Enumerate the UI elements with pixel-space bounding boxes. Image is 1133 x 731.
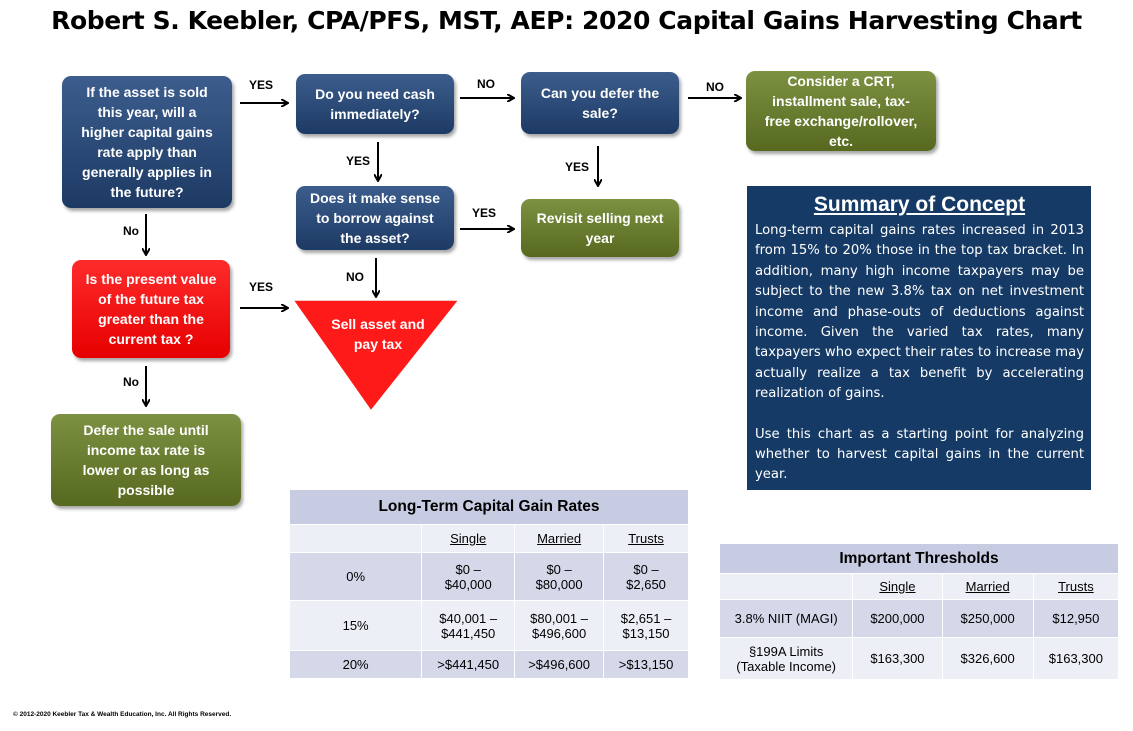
thresholds-header-trusts: Trusts xyxy=(1032,573,1120,600)
label-yes-present-value: YES xyxy=(249,280,274,294)
label-yes-borrow: YES xyxy=(472,206,497,220)
thresholds-cell: $163,300 xyxy=(852,637,943,680)
thresholds-header-blank xyxy=(718,573,854,600)
copyright-footer: © 2012-2020 Keebler Tax & Wealth Educati… xyxy=(13,711,232,718)
revisit-selling: Revisit selling next year xyxy=(521,199,679,257)
thresholds-label: 3.8% NIIT (MAGI) xyxy=(718,599,854,638)
thresholds-header-married: Married xyxy=(941,573,1034,600)
thresholds-cell: $250,000 xyxy=(941,599,1034,638)
thresholds-cell: $326,600 xyxy=(941,637,1034,680)
ltcg-header-blank xyxy=(288,524,423,553)
summary-paragraph-2: Use this chart as a starting point for a… xyxy=(755,426,1084,483)
label-yes-higher-rate: YES xyxy=(249,78,274,92)
label-no-can-defer: NO xyxy=(706,80,724,94)
summary-heading: Summary of Concept xyxy=(813,193,1026,216)
label-no-higher-rate: No xyxy=(123,224,139,238)
ltcg-cell: $2,651 – $13,150 xyxy=(603,600,689,651)
thresholds-cell: $200,000 xyxy=(852,599,943,638)
summary-paragraph-1: Long-term capital gains rates increased … xyxy=(755,223,1084,402)
ltcg-cell: $0 – $40,000 xyxy=(421,552,516,601)
question-higher-rate: If the asset is sold this year, will a h… xyxy=(62,76,232,208)
defer-sale: Defer the sale until income tax rate is … xyxy=(51,414,241,506)
ltcg-cell: >$13,150 xyxy=(603,650,689,679)
thresholds-cell: $12,950 xyxy=(1032,599,1120,638)
question-borrow: Does it make sense to borrow against the… xyxy=(296,186,454,250)
summary-of-concept: Summary of Concept Long-term capital gai… xyxy=(747,186,1091,490)
consider-crt: Consider a CRT, installment sale, tax-fr… xyxy=(746,71,936,151)
ltcg-header-married: Married xyxy=(514,524,605,553)
ltcg-header-trusts: Trusts xyxy=(603,524,689,553)
question-can-defer: Can you defer the sale? xyxy=(521,72,679,134)
label-no-borrow: NO xyxy=(346,270,364,284)
sell-asset-label: Sell asset and pay tax xyxy=(331,316,425,352)
ltcg-table-caption: Long-Term Capital Gain Rates xyxy=(289,489,689,525)
label-no-need-cash: NO xyxy=(477,77,495,91)
label-no-present-value: No xyxy=(123,375,139,389)
ltcg-rate: 20% xyxy=(288,650,423,679)
ltcg-cell: $80,001 – $496,600 xyxy=(514,600,605,651)
ltcg-cell: >$441,450 xyxy=(421,650,516,679)
ltcg-rate: 15% xyxy=(288,600,423,651)
sell-triangle xyxy=(291,299,461,413)
question-need-cash: Do you need cash immediately? xyxy=(296,74,454,134)
question-present-value: Is the present value of the future tax g… xyxy=(72,260,230,358)
ltcg-cell: $0 – $80,000 xyxy=(514,552,605,601)
page-title: Robert S. Keebler, CPA/PFS, MST, AEP: 20… xyxy=(51,6,1082,35)
ltcg-rates-table: Long-Term Capital Gain Rates Single Marr… xyxy=(288,489,689,679)
thresholds-table: Important Thresholds Single Married Trus… xyxy=(718,543,1120,680)
thresholds-header-single: Single xyxy=(852,573,943,600)
ltcg-cell: $40,001 – $441,450 xyxy=(421,600,516,651)
label-yes-need-cash: YES xyxy=(346,154,371,168)
thresholds-cell: $163,300 xyxy=(1032,637,1120,680)
thresholds-table-caption: Important Thresholds xyxy=(719,543,1119,574)
thresholds-label: §199A Limits (Taxable Income) xyxy=(718,637,854,680)
label-yes-can-defer: YES xyxy=(565,160,590,174)
ltcg-cell: >$496,600 xyxy=(514,650,605,679)
ltcg-header-single: Single xyxy=(421,524,516,553)
ltcg-rate: 0% xyxy=(288,552,423,601)
ltcg-cell: $0 – $2,650 xyxy=(603,552,689,601)
